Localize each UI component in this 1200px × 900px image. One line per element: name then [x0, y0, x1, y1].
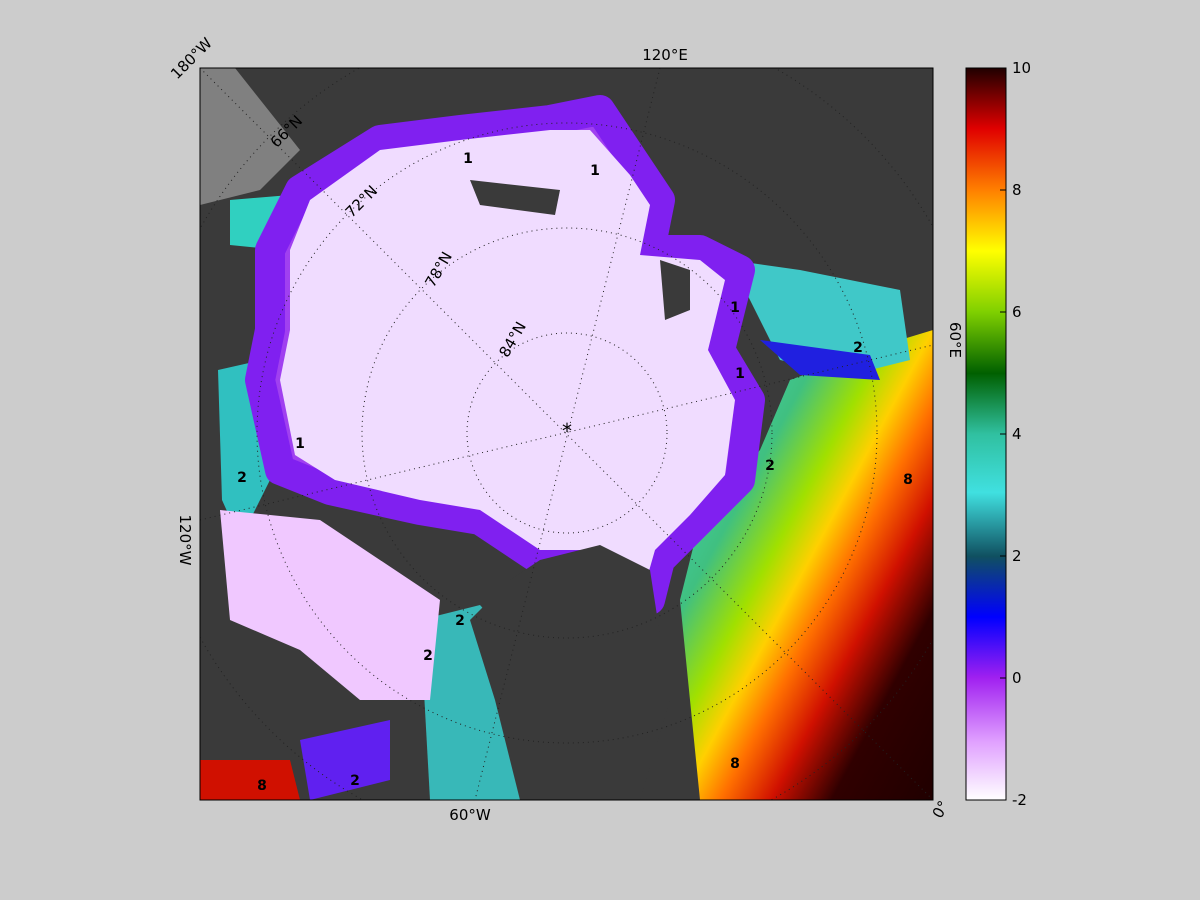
hudson-patch: [300, 720, 390, 800]
longitude-label: 60°W: [449, 806, 491, 824]
contour-label: 2: [853, 340, 863, 356]
warm-patch: [200, 760, 300, 800]
colorbar-tick-label: 10: [1012, 59, 1031, 77]
colorbar-tick-label: 6: [1012, 303, 1022, 321]
longitude-label: 120°W: [176, 515, 194, 566]
latitude-circle: [256, 122, 878, 744]
longitude-label: 60°E: [946, 322, 964, 358]
contour-label: 1: [730, 300, 740, 316]
contour-label: 8: [903, 472, 913, 488]
latitude-circle: [466, 332, 668, 534]
contour-label: 2: [350, 773, 360, 789]
meridian: [200, 344, 933, 521]
contour-label: 2: [765, 458, 775, 474]
colorbar-tick-label: -2: [1012, 791, 1027, 809]
contour-label: 1: [735, 366, 745, 382]
contour-label: 2: [237, 470, 247, 486]
archipelago-ice: [220, 510, 440, 700]
colorbar-ticks: -2 0 2 4 6 8 10: [1000, 59, 1031, 809]
greenland: [470, 545, 670, 800]
latitude-circle: [361, 227, 773, 639]
warm-ocean: [680, 330, 933, 800]
cold-water: [760, 340, 880, 380]
contour-labels: 1 1 1 1 1 2 2 2 2 2 8 8 8 2: [237, 151, 913, 794]
graticule: [200, 68, 933, 800]
contour-label: 8: [257, 778, 267, 794]
map: * 1 1 1 1 1 2 2 2 2 2 8 8 8 2: [200, 68, 933, 800]
colorbar-tick-label: 0: [1012, 669, 1022, 687]
longitude-label: 0°: [929, 798, 953, 822]
colorbar-tick-label: 4: [1012, 425, 1022, 443]
svalbard: [660, 260, 690, 320]
contour-label: 1: [463, 151, 473, 167]
colorbar-tick-label: 8: [1012, 181, 1022, 199]
contour-label: 1: [590, 163, 600, 179]
pole-marker: *: [562, 419, 572, 443]
masked-area: [200, 68, 300, 205]
islands: [470, 180, 560, 215]
sea-ice: [280, 130, 735, 585]
map-frame: [199, 67, 934, 801]
colorbar-tick-label: 2: [1012, 547, 1022, 565]
contour-label: 2: [423, 648, 433, 664]
contour-label: 2: [455, 613, 465, 629]
contour-label: 1: [295, 436, 305, 452]
meridian: [474, 68, 661, 800]
longitude-label: 120°E: [642, 46, 688, 64]
contour-label: 8: [730, 756, 740, 772]
colorbar: [965, 67, 1007, 801]
